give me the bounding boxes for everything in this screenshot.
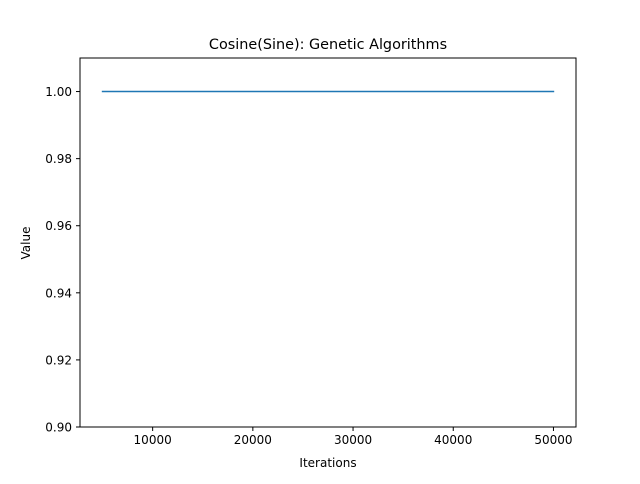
y-axis-label: Value	[19, 227, 33, 260]
y-tick-label: 0.96	[45, 219, 72, 233]
chart-title: Cosine(Sine): Genetic Algorithms	[209, 37, 447, 53]
ticks-layer: 10000 20000 30000 40000 50000 0.90 0.92 0.94 0.9…	[45, 85, 572, 447]
x-tick-label: 10000	[134, 433, 172, 447]
x-tick-label: 30000	[334, 433, 372, 447]
x-tick-label: 20000	[234, 433, 272, 447]
x-tick-label: 50000	[534, 433, 572, 447]
y-tick-label: 0.94	[45, 286, 72, 300]
y-tick-label: 0.92	[45, 353, 72, 367]
plot-area-frame	[79, 57, 577, 428]
y-tick-label: 1.00	[45, 85, 72, 99]
x-axis-label: Iterations	[299, 456, 356, 470]
y-tick-label: 0.98	[45, 152, 72, 166]
x-tick-label: 40000	[434, 433, 472, 447]
y-tick-label: 0.90	[45, 421, 72, 435]
